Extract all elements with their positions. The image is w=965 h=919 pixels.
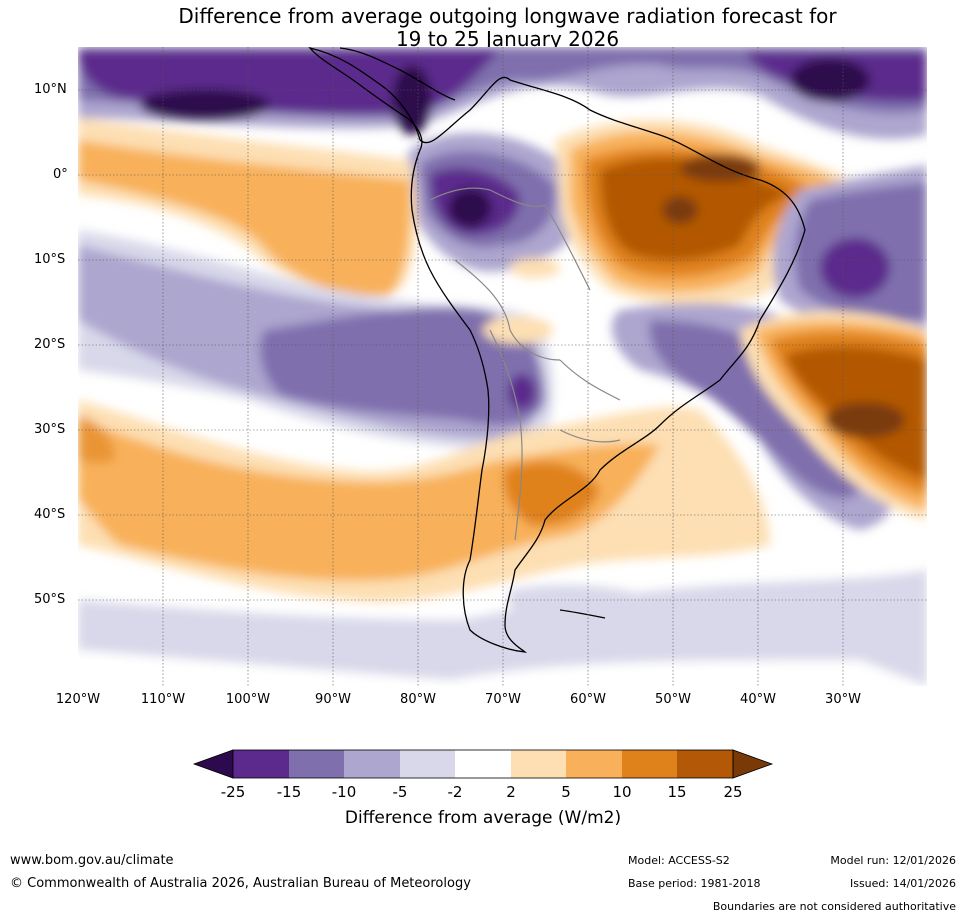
lon-label-90w: 90°W	[315, 692, 351, 707]
coastlines	[308, 47, 806, 653]
model-info: Model: ACCESS-S2	[628, 854, 730, 867]
colorbar-tick: -5	[392, 783, 408, 801]
issued-info: Issued: 14/01/2026	[849, 877, 956, 890]
model-run-info: Model run: 12/01/2026	[830, 854, 956, 867]
colorbar-tick: 2	[506, 783, 516, 801]
colorbar-swatch-9	[677, 750, 733, 778]
graticule	[78, 47, 927, 686]
lon-label-110w: 110°W	[140, 692, 186, 707]
colorbar-tick: -2	[447, 783, 463, 801]
map-title-line2: 19 to 25 January 2026	[395, 27, 620, 51]
lon-label-80w: 80°W	[400, 692, 436, 707]
colorbar-label: Difference from average (W/m2)	[344, 808, 622, 828]
lat-label-40s: 40°S	[34, 507, 66, 522]
colorbar-tick: 5	[561, 783, 571, 801]
colorbar	[192, 749, 774, 779]
lat-label-10s: 10°S	[34, 252, 66, 267]
colorbar-tick: 10	[612, 783, 632, 801]
website-link[interactable]: www.bom.gov.au/climate	[10, 853, 174, 868]
lon-label-100w: 100°W	[225, 692, 271, 707]
colorbar-swatch-6	[511, 750, 566, 778]
colorbar-swatch-1	[233, 750, 289, 778]
colorbar-min-triangle	[192, 749, 234, 779]
lat-label-10n: 10°N	[34, 82, 67, 97]
lat-label-30s: 30°S	[34, 422, 66, 437]
colorbar-swatch-5	[455, 750, 511, 778]
colorbar-tick: -10	[331, 783, 357, 801]
copyright-text: © Commonwealth of Australia 2026, Austra…	[10, 876, 471, 891]
colorbar-tick: -25	[220, 783, 246, 801]
colorbar-max-triangle	[732, 749, 774, 779]
colorbar-swatch-4	[400, 750, 455, 778]
map-title-line1: Difference from average outgoing longwav…	[178, 4, 837, 28]
colorbar-swatch-2	[289, 750, 344, 778]
lon-label-50w: 50°W	[655, 692, 691, 707]
colorbar-swatch-8	[622, 750, 677, 778]
colorbar-swatch-7	[566, 750, 622, 778]
lon-label-120w: 120°W	[55, 692, 101, 707]
lat-label-0: 0°	[53, 167, 68, 182]
lon-label-40w: 40°W	[740, 692, 776, 707]
lon-label-60w: 60°W	[570, 692, 606, 707]
lon-label-70w: 70°W	[485, 692, 521, 707]
boundaries-disclaimer: Boundaries are not considered authoritat…	[712, 900, 956, 913]
base-period-info: Base period: 1981-2018	[628, 877, 761, 890]
lat-label-20s: 20°S	[34, 337, 66, 352]
colorbar-tick: -15	[276, 783, 302, 801]
colorbar-tick: 15	[667, 783, 687, 801]
lat-label-50s: 50°S	[34, 592, 66, 607]
colorbar-tick: 25	[723, 783, 743, 801]
lon-label-30w: 30°W	[825, 692, 861, 707]
anomaly-fields	[78, 47, 927, 686]
colorbar-swatch-3	[344, 750, 400, 778]
